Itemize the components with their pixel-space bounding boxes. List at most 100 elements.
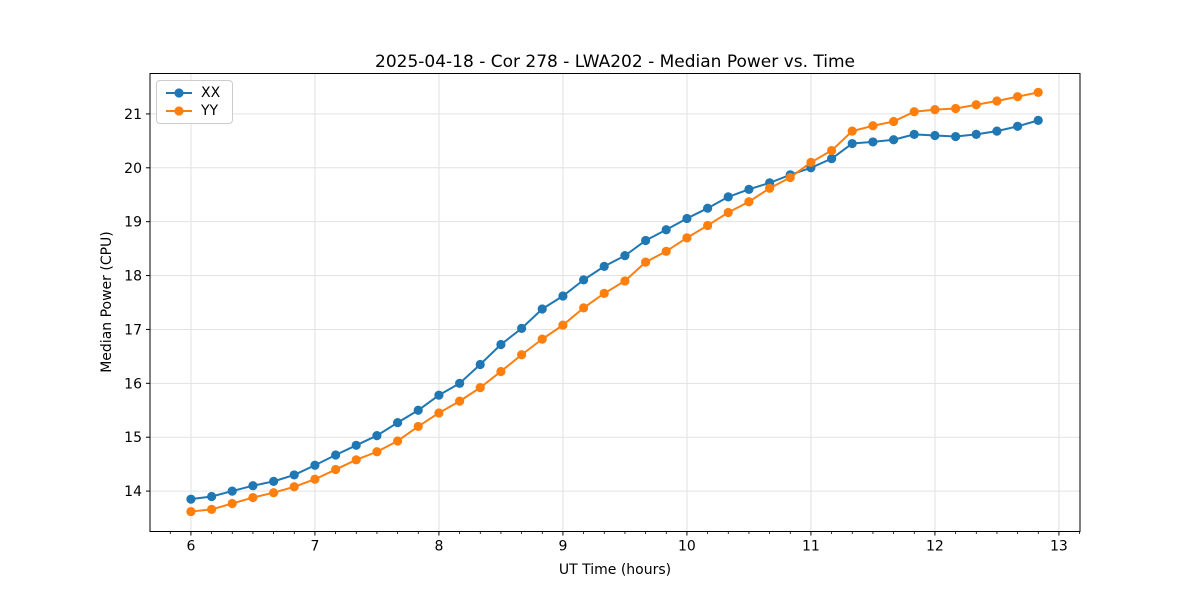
series-yy-marker: [496, 366, 506, 377]
series-yy-marker: [1013, 92, 1023, 102]
series-xx-marker: [682, 213, 692, 224]
series-xx-marker: [455, 378, 465, 388]
x-tick-label: 12: [926, 539, 944, 555]
y-tick-label: 21: [124, 107, 142, 123]
series-yy-marker: [682, 233, 692, 243]
series-yy-marker: [207, 504, 217, 515]
series-yy-marker: [661, 246, 671, 256]
series-yy-marker: [599, 288, 609, 298]
series-xx-marker: [827, 154, 837, 164]
series-yy-marker: [331, 464, 341, 475]
legend-item-yy: YY: [164, 104, 220, 118]
series-xx-marker: [889, 135, 899, 145]
x-tick-label: 10: [678, 539, 696, 555]
series-yy-marker: [475, 383, 485, 393]
series-xx-marker: [723, 192, 733, 202]
series-xx-marker: [207, 491, 217, 502]
legend-sample-line-marker-icon: [166, 88, 192, 98]
y-axis-label: Median Power (CPU): [99, 231, 115, 373]
series-xx-marker: [186, 494, 196, 504]
x-tick-label: 6: [186, 539, 195, 555]
series-yy-marker: [703, 220, 713, 231]
series-yy-marker: [785, 172, 795, 183]
legend-item-xx: XX: [164, 86, 220, 100]
series-yy-marker: [723, 207, 733, 218]
series-yy-line: [190, 91, 1039, 513]
series-yy-marker: [269, 488, 279, 498]
series-yy-marker: [537, 334, 547, 344]
x-tick-label: 8: [434, 539, 443, 555]
series-xx-marker: [434, 390, 444, 400]
series-yy-marker: [909, 107, 919, 117]
series-yy-marker: [889, 116, 899, 127]
series-xx-marker: [372, 430, 382, 441]
series-xx-marker: [310, 460, 320, 470]
series-yy-marker: [413, 421, 423, 432]
chart-title: 2025-04-18 - Cor 278 - LWA202 - Median P…: [375, 52, 855, 72]
x-tick-label: 7: [310, 539, 319, 555]
series-yy-marker: [248, 492, 258, 503]
y-tick-label: 19: [124, 215, 142, 231]
series-xx-marker: [517, 323, 527, 333]
series-xx-marker: [992, 126, 1002, 136]
series-yy-marker: [971, 100, 981, 110]
series-yy-marker: [827, 145, 837, 156]
series-yy-marker: [227, 498, 237, 509]
series-xx-marker: [971, 129, 981, 139]
x-tick-label: 13: [1050, 539, 1068, 555]
y-tick-label: 18: [124, 269, 142, 285]
series-xx-marker: [909, 129, 919, 139]
series-yy-marker: [579, 303, 589, 313]
x-axis-label: UT Time (hours): [558, 562, 672, 578]
series-xx-marker: [393, 418, 403, 428]
series-yy-marker: [930, 105, 940, 115]
series-yy-marker: [434, 408, 444, 418]
series-yy-marker: [186, 506, 196, 517]
y-tick-label: 15: [124, 430, 142, 446]
series-yy-marker: [372, 447, 382, 457]
series-xx-marker: [558, 291, 568, 301]
legend-label-xx: XX: [201, 85, 221, 101]
series-yy-marker: [310, 474, 320, 484]
series-xx-marker: [847, 138, 857, 149]
legend-sample-line-marker-icon: [166, 106, 192, 116]
series-yy-marker: [558, 320, 568, 330]
series-yy-marker: [868, 121, 878, 131]
series-yy-marker: [620, 276, 630, 286]
series-yy-marker: [289, 482, 299, 492]
series-xx-marker: [537, 304, 547, 314]
legend: XX YY: [156, 80, 234, 124]
series-xx-marker: [496, 339, 506, 350]
series-yy-marker: [744, 197, 754, 207]
series-xx-marker: [703, 203, 713, 213]
series-xx-marker: [641, 235, 651, 246]
series-yy-marker: [455, 396, 465, 406]
series-yy-marker: [351, 455, 361, 465]
series-yy-marker: [641, 257, 651, 267]
series-xx-marker: [951, 131, 961, 142]
series-yy-marker: [1033, 87, 1043, 97]
series-yy-marker: [393, 436, 403, 446]
plot-border: [149, 73, 1081, 532]
legend-label-yy: YY: [201, 103, 219, 119]
series-xx-marker: [599, 261, 609, 271]
y-tick-label: 14: [124, 484, 142, 500]
y-tick-label: 16: [124, 376, 142, 392]
series-xx-marker: [868, 137, 878, 147]
series-xx-marker: [579, 275, 589, 285]
series-yy-marker: [517, 350, 527, 360]
series-yy-marker: [951, 103, 961, 114]
series-yy-marker: [992, 96, 1002, 106]
series-xx-marker: [227, 486, 237, 496]
series-xx-marker: [289, 470, 299, 480]
x-tick-label: 9: [558, 539, 567, 555]
series-xx-marker: [248, 481, 258, 491]
series-xx-marker: [1013, 121, 1023, 131]
series-xx-marker: [744, 184, 754, 194]
series-yy-marker: [806, 157, 816, 168]
series-yy-marker: [847, 126, 857, 136]
series-xx-marker: [351, 440, 361, 450]
